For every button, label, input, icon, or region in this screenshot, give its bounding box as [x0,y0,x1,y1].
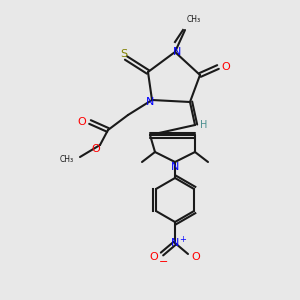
Text: −: − [159,257,169,267]
Text: N: N [171,238,179,248]
Text: O: O [150,252,158,262]
Text: H: H [200,120,208,130]
Text: O: O [222,62,230,72]
Text: N: N [173,47,181,57]
Text: +: + [180,235,186,244]
Text: CH₃: CH₃ [60,154,74,164]
Text: CH₃: CH₃ [187,15,201,24]
Text: O: O [192,252,200,262]
Text: O: O [92,144,100,154]
Text: N: N [171,162,179,172]
Text: S: S [120,49,128,59]
Text: O: O [78,117,86,127]
Text: N: N [146,97,154,107]
